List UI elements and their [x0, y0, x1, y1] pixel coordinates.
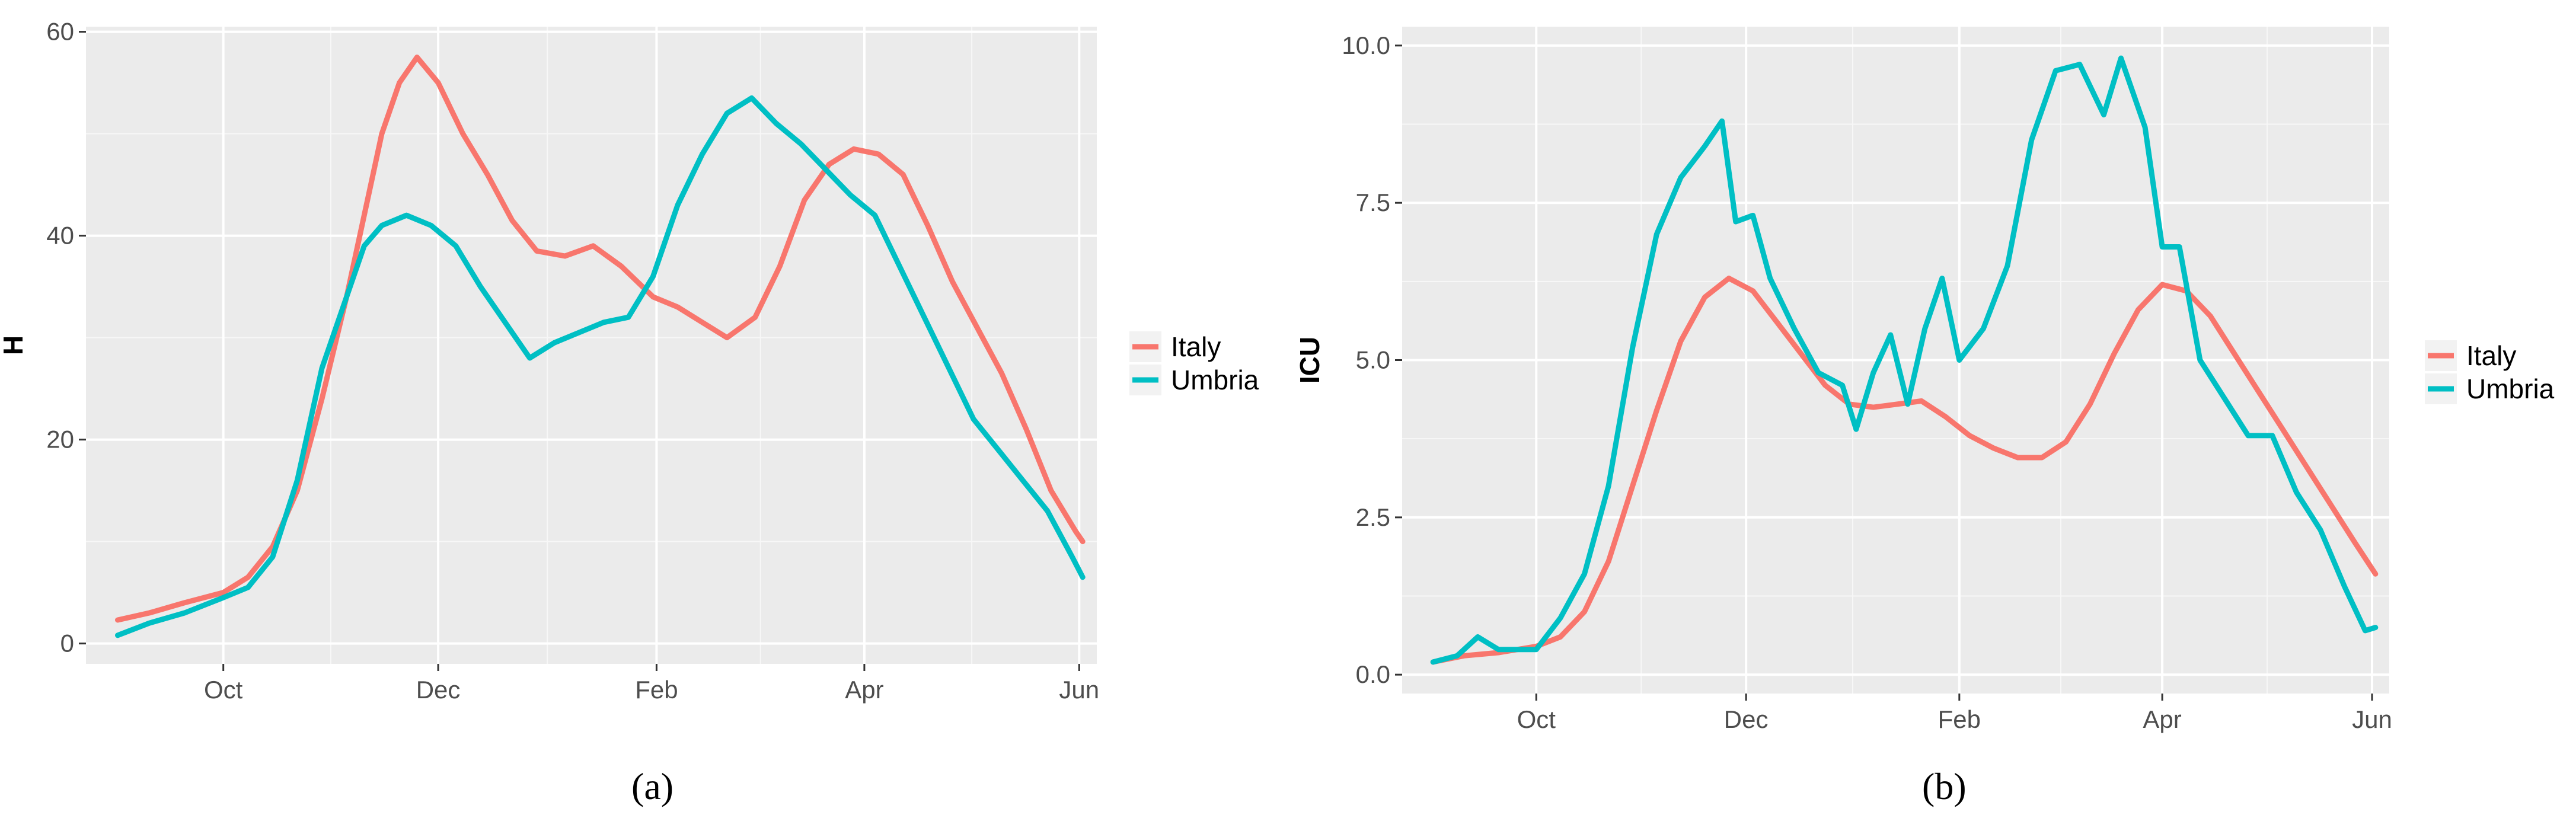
y-tick-label: 7.5	[1356, 188, 1390, 216]
y-axis-title: H	[0, 335, 28, 355]
x-tick-label: Apr	[2143, 705, 2181, 733]
plot-background	[86, 27, 1097, 664]
chart-panel-2: Oct Dec Feb Apr Jun 0.0 2.5 5.0 7.5 10.0 ICU ItalyU…	[1294, 27, 2555, 733]
y-tick-label: 0.0	[1356, 660, 1390, 688]
legend-label-umbria: Umbria	[2466, 373, 2555, 404]
x-tick-label: Jun	[1059, 676, 1099, 704]
y-tick-label: 5.0	[1356, 346, 1390, 374]
x-tick-label: Dec	[1724, 705, 1769, 733]
x-tick-label: Feb	[635, 676, 678, 704]
y-tick-label: 60	[46, 18, 74, 46]
y-tick-label: 0	[60, 630, 74, 657]
series-line-italy	[115, 55, 1086, 623]
x-tick-label: Oct	[204, 676, 243, 704]
legend-label-italy: Italy	[1171, 331, 1221, 362]
y-axis-title: ICU	[1294, 337, 1325, 384]
caption-a: (a)	[631, 765, 674, 807]
x-tick-label: Jun	[2352, 705, 2392, 733]
series-line-umbria	[115, 95, 1086, 638]
y-tick-label: 40	[46, 222, 74, 250]
legend-label-umbria: Umbria	[1171, 365, 1259, 395]
series-line-italy	[1430, 276, 2379, 665]
y-tick-label: 2.5	[1356, 503, 1390, 531]
caption-b: (b)	[1922, 765, 1967, 807]
x-tick-label: Apr	[845, 676, 883, 704]
x-tick-label: Dec	[416, 676, 461, 704]
legend-label-italy: Italy	[2466, 340, 2516, 371]
y-tick-label: 20	[46, 426, 74, 453]
y-tick-label: 10.0	[1342, 31, 1390, 59]
series-line-umbria	[1430, 55, 2379, 665]
x-tick-label: Oct	[1517, 705, 1556, 733]
x-tick-label: Feb	[1938, 705, 1981, 733]
